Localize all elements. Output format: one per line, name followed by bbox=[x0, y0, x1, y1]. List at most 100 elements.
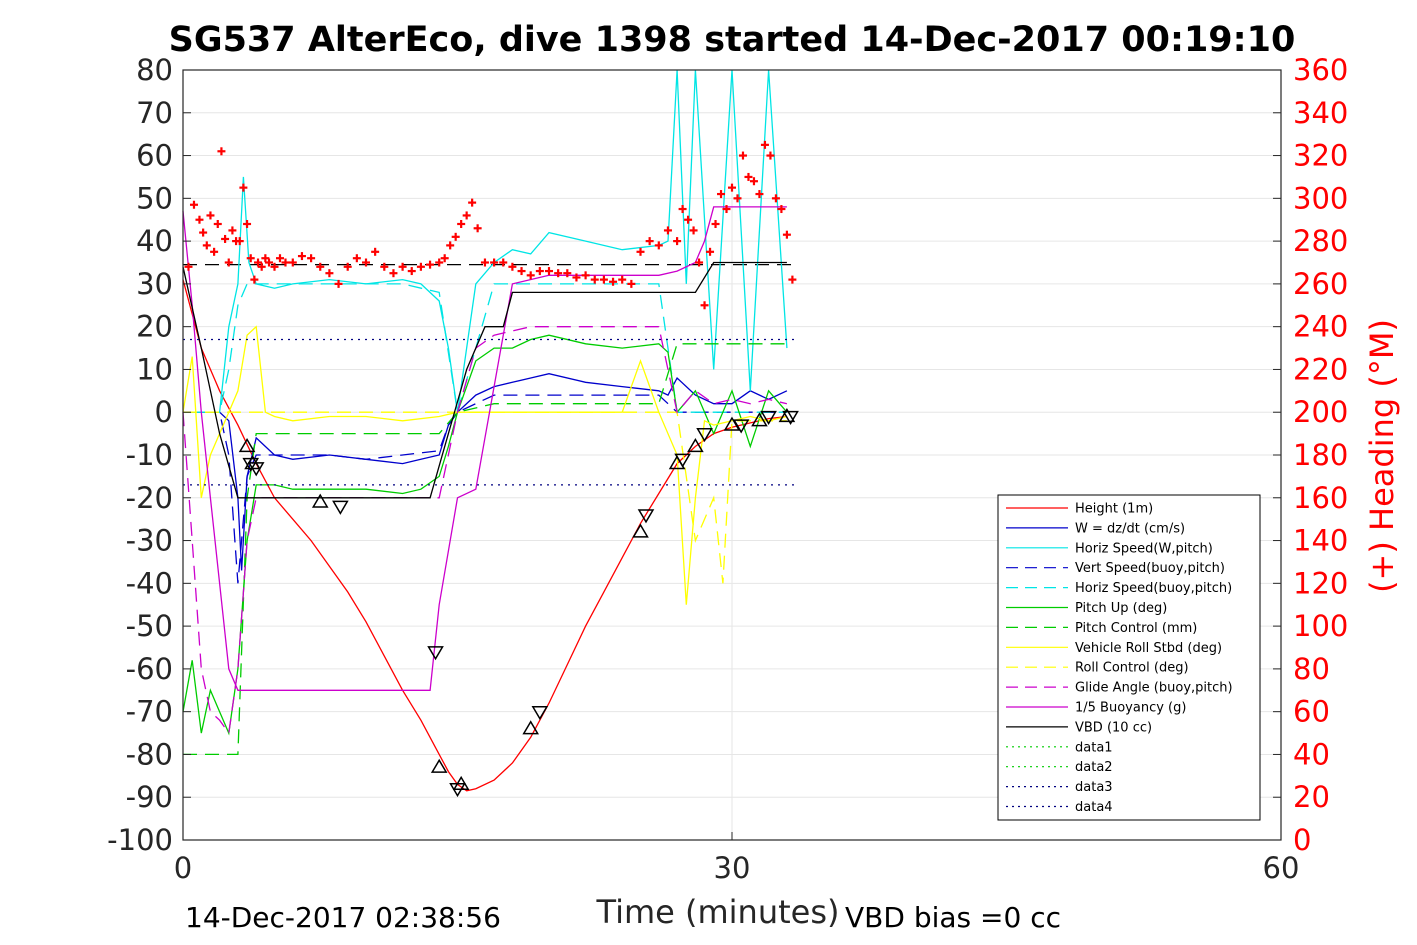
legend-label: Glide Angle (buoy,pitch) bbox=[1075, 681, 1233, 696]
left-axis-ticks: 80 70 60 50 40 30 20 10 0 -10 -20 -30 -40 -50 -60 -70 -8… bbox=[107, 53, 191, 857]
marker-down-triangle bbox=[732, 419, 750, 434]
heading-point bbox=[760, 140, 769, 149]
series-line-pitch-control-mm- bbox=[183, 343, 787, 756]
heading-point bbox=[645, 237, 654, 246]
y2-tick-label: 80 bbox=[1293, 652, 1330, 686]
heading-point bbox=[297, 252, 306, 261]
heading-point bbox=[210, 247, 219, 256]
marker-down-triangle bbox=[637, 509, 655, 524]
heading-point bbox=[362, 258, 370, 267]
marker-up-triangle bbox=[430, 758, 448, 773]
series-line-vert-speed-buoy-pitch- bbox=[183, 394, 787, 584]
legend-label: Horiz Speed(W,pitch) bbox=[1075, 541, 1213, 556]
footer-vbd-bias: VBD bias =0 cc bbox=[845, 901, 1061, 934]
heading-point bbox=[224, 258, 233, 267]
legend-label: Pitch Control (mm) bbox=[1075, 621, 1197, 636]
y-tick-label: 20 bbox=[136, 310, 173, 344]
heading-point bbox=[246, 254, 255, 263]
heading-point bbox=[499, 258, 508, 267]
heading-point bbox=[782, 230, 791, 239]
footer-timestamp: 14-Dec-2017 02:38:56 bbox=[185, 901, 501, 934]
heading-point bbox=[627, 279, 636, 288]
marker-up-triangle bbox=[687, 437, 704, 453]
marker-up-triangle bbox=[238, 437, 256, 453]
heading-point bbox=[257, 262, 266, 271]
y-tick-label: 60 bbox=[136, 139, 173, 173]
y2-tick-label: 160 bbox=[1293, 481, 1348, 515]
heading-point bbox=[446, 241, 455, 250]
y-tick-label: 10 bbox=[136, 352, 173, 386]
y-tick-label: -40 bbox=[126, 566, 173, 600]
y2-tick-label: 60 bbox=[1293, 695, 1330, 729]
heading-point bbox=[343, 262, 352, 271]
heading-point bbox=[389, 269, 398, 278]
legend-label: Vehicle Roll Stbd (deg) bbox=[1075, 641, 1222, 656]
heading-point bbox=[717, 190, 726, 199]
y2-tick-label: 200 bbox=[1293, 395, 1348, 429]
heading-point bbox=[213, 220, 222, 228]
heading-point bbox=[307, 254, 316, 263]
heading-point bbox=[451, 232, 460, 241]
heading-point bbox=[189, 200, 198, 209]
y2-tick-label: 240 bbox=[1293, 310, 1348, 344]
y-tick-label: -80 bbox=[126, 737, 173, 771]
legend-label: Horiz Speed(buoy,pitch) bbox=[1075, 581, 1232, 596]
heading-point bbox=[221, 234, 230, 243]
heading-point bbox=[261, 254, 270, 263]
heading-point bbox=[398, 262, 407, 271]
series-line-1-5-buoyancy-g- bbox=[182, 206, 787, 691]
heading-point bbox=[563, 269, 572, 278]
heading-point bbox=[706, 247, 715, 256]
y-tick-label: 80 bbox=[136, 53, 173, 87]
x-tick-label: 60 bbox=[1263, 851, 1300, 885]
y-tick-label: 40 bbox=[136, 224, 173, 258]
marker-up-triangle bbox=[751, 412, 768, 427]
heading-point bbox=[275, 254, 284, 263]
heading-point bbox=[334, 279, 343, 288]
heading-point bbox=[636, 247, 645, 256]
y-tick-label: -10 bbox=[126, 438, 173, 472]
heading-point bbox=[440, 254, 449, 263]
marker-up-triangle bbox=[311, 493, 329, 508]
heading-point bbox=[744, 172, 753, 181]
heading-point bbox=[618, 275, 627, 284]
heading-point bbox=[243, 220, 252, 228]
heading-point bbox=[695, 258, 704, 267]
heading-point bbox=[206, 211, 215, 220]
y-tick-label: 0 bbox=[155, 395, 173, 429]
heading-point bbox=[380, 262, 389, 271]
marker-up-triangle bbox=[778, 408, 796, 423]
y-tick-label: -30 bbox=[126, 524, 173, 558]
heading-point bbox=[749, 177, 758, 186]
marker-down-triangle bbox=[696, 427, 713, 443]
heading-point bbox=[416, 262, 425, 271]
heading-point bbox=[184, 262, 193, 271]
y2-tick-label: 320 bbox=[1293, 139, 1348, 173]
heading-layer bbox=[184, 140, 797, 310]
heading-point bbox=[599, 275, 608, 284]
heading-point bbox=[766, 151, 775, 160]
right-axis-label: (+) Heading (°M) bbox=[1363, 319, 1401, 593]
marker-layer bbox=[238, 408, 799, 798]
heading-point bbox=[689, 226, 698, 235]
y2-tick-label: 300 bbox=[1293, 181, 1348, 215]
heading-point bbox=[235, 237, 244, 246]
y-tick-label: 30 bbox=[136, 267, 173, 301]
y2-tick-label: 40 bbox=[1293, 737, 1330, 771]
y-tick-label: -90 bbox=[126, 780, 173, 814]
heading-point bbox=[316, 262, 325, 271]
x-axis-ticks: 0 30 60 bbox=[174, 832, 1300, 885]
heading-point bbox=[228, 226, 237, 235]
heading-point bbox=[554, 269, 563, 278]
y-tick-label: -50 bbox=[126, 609, 173, 643]
y2-tick-label: 100 bbox=[1293, 609, 1348, 643]
marker-down-triangle bbox=[782, 410, 799, 425]
y-tick-label: -20 bbox=[126, 481, 173, 515]
heading-point bbox=[590, 275, 599, 284]
heading-point bbox=[572, 273, 581, 282]
heading-point bbox=[755, 190, 764, 199]
marker-down-triangle bbox=[427, 646, 444, 661]
heading-point bbox=[684, 215, 693, 224]
legend-label: VBD (10 cc) bbox=[1075, 720, 1152, 735]
